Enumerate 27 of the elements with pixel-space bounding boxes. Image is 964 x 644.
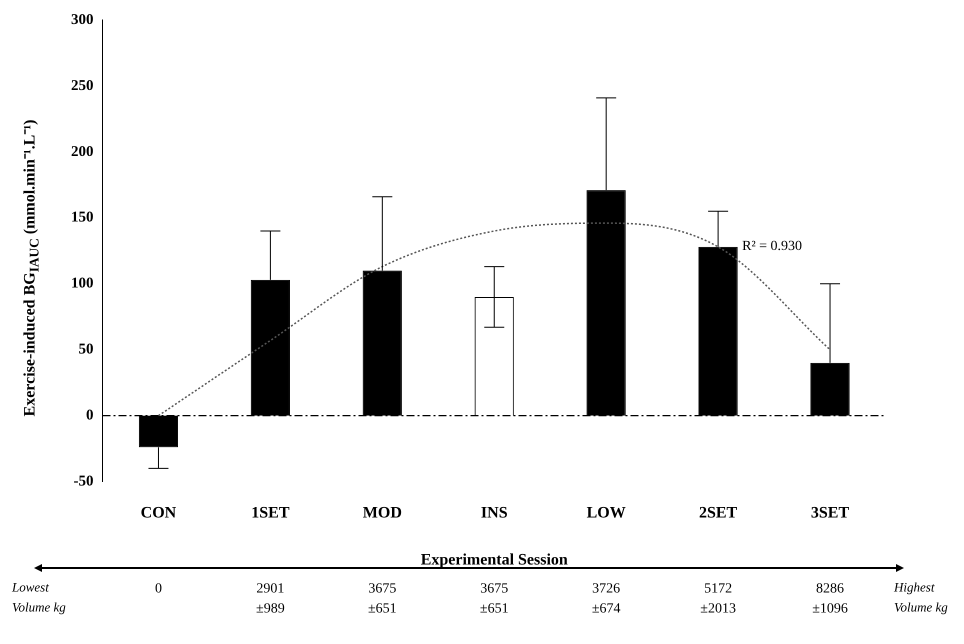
line-series [158, 222, 831, 416]
annotation: R² = 0.930 [742, 238, 802, 254]
x-axis-title: Experimental Session [420, 552, 568, 569]
text: 0 [154, 581, 162, 596]
text: 3675 ±651 [368, 581, 397, 616]
x-tick-label: CON [140, 504, 177, 522]
y-tick-label: 300 [71, 12, 94, 28]
y-tick-label: 0 [86, 408, 94, 424]
text: 8286 ±1096 [812, 581, 848, 616]
y-tick-label: 100 [71, 276, 94, 292]
y-tick-label: 150 [71, 210, 94, 226]
x-tick-label: MOD [362, 504, 402, 522]
text: 3675 ±651 [480, 581, 509, 616]
y-tick-label: 250 [71, 78, 94, 94]
text: 2901 ±989 [256, 581, 285, 616]
x-tick-label: 3SET [810, 504, 850, 522]
y-tick-label: -50 [74, 473, 94, 490]
x-tick-label: 2SET [698, 504, 738, 522]
x-tick-label: 1SET [251, 504, 290, 522]
x-tick-label: LOW [586, 504, 626, 522]
text: 3726 ±674 [592, 581, 621, 616]
text: Highest Volume kg [893, 580, 948, 615]
text: 5172 ±2013 [700, 581, 736, 616]
text: Lowest Volume kg [11, 580, 66, 615]
y-tick-label: 50 [78, 342, 94, 358]
y-tick-label: 200 [71, 144, 94, 160]
x-tick-label: INS [480, 504, 508, 522]
